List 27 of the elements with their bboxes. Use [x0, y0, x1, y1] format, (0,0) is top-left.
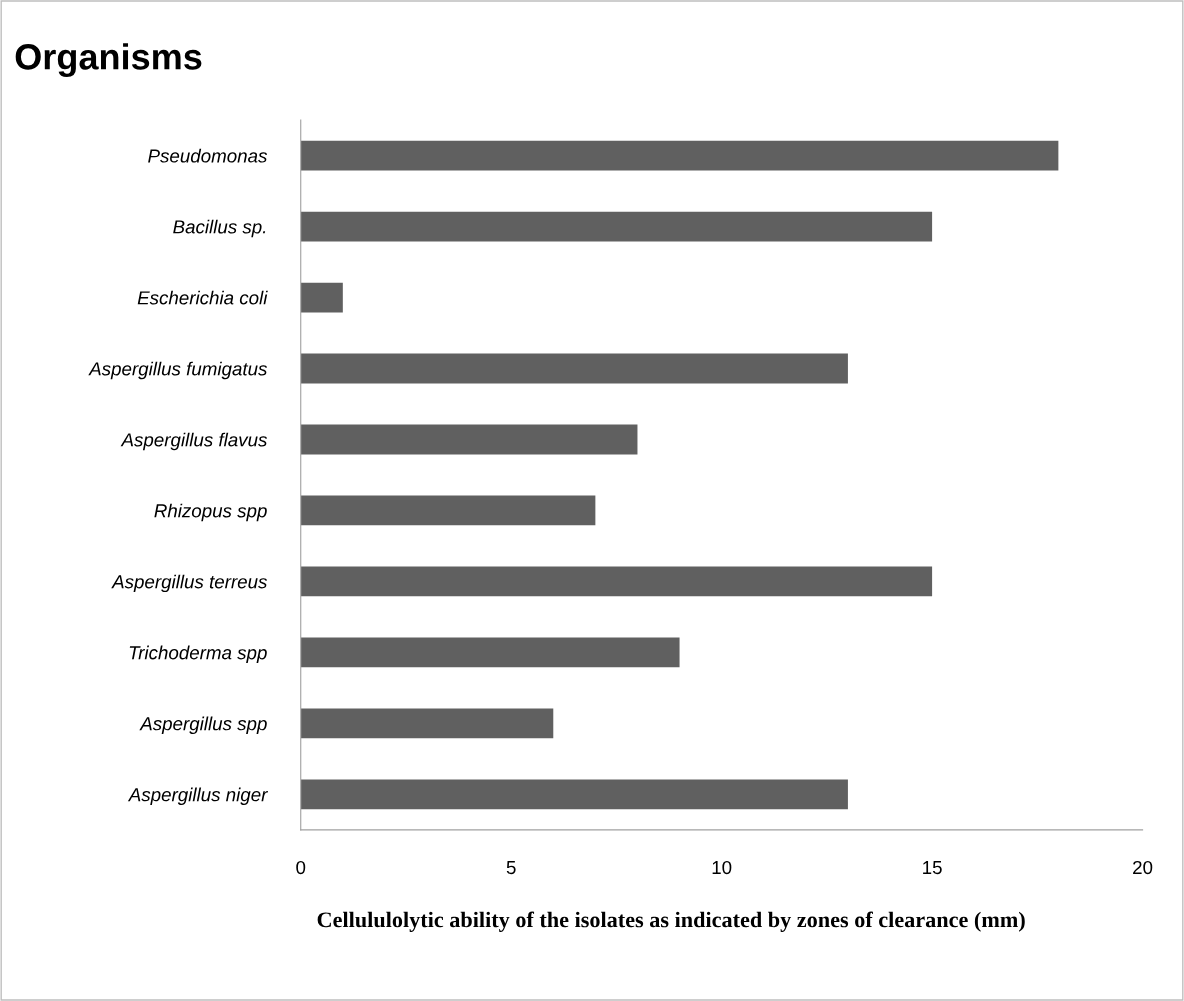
x-axis-title: Cellululolytic ability of the isolates as indicated by zones of clearance (mm) [317, 911, 1025, 932]
y-tick-label: Trichoderma spp [129, 645, 267, 664]
bar [300, 282, 343, 313]
bar [300, 424, 638, 455]
y-tick-label: Aspergillus niger [127, 787, 269, 806]
x-tick-label: 10 [712, 860, 732, 875]
bar [300, 353, 848, 384]
x-tick-label: 15 [923, 861, 942, 875]
bar [300, 708, 554, 739]
y-tick-label: Aspergillus flavus [120, 432, 268, 451]
bar [300, 140, 1059, 171]
y-tick-label: Escherichia coli [137, 290, 268, 305]
bar [300, 637, 680, 668]
y-tick-label: Pseudomonas [148, 148, 268, 163]
y-tick-label: Aspergillus spp [139, 716, 267, 735]
x-tick-label: 5 [506, 861, 516, 875]
bar [300, 566, 933, 597]
y-tick-label: Bacillus sp. [173, 219, 266, 238]
y-tick-label: Aspergillus fumigatus [88, 361, 268, 380]
bar [300, 779, 848, 810]
y-axis-title: Organisms [15, 43, 202, 77]
bar [300, 495, 596, 526]
x-tick-label: 20 [1133, 860, 1153, 875]
y-tick-label: Aspergillus terreus [111, 574, 268, 593]
x-tick-label: 0 [296, 860, 306, 875]
bar [300, 211, 933, 242]
y-tick-label: Rhizopus spp [154, 503, 267, 522]
